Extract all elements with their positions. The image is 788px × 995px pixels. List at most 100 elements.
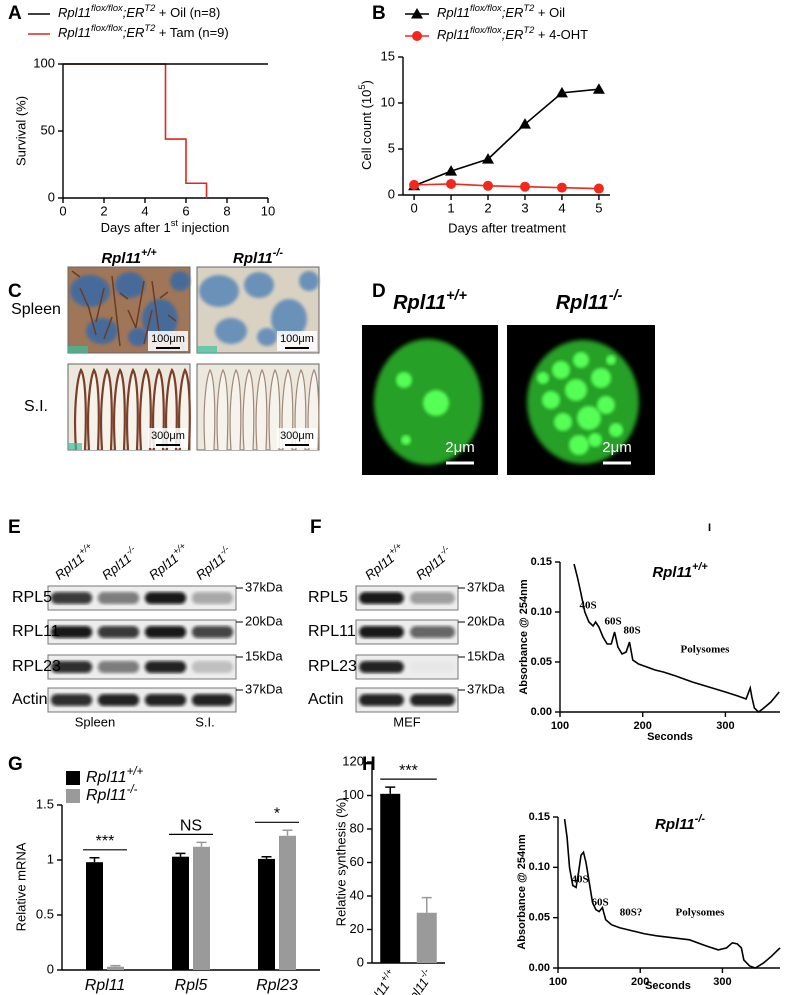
nucleolus <box>573 352 589 368</box>
text-part: Rpl11 <box>101 250 141 267</box>
blot-strip <box>355 654 459 680</box>
legend-marker <box>412 31 422 41</box>
band <box>191 694 234 706</box>
chart: Rpl11-/- 0.00 0.05 0.10 0.15 100 200 300 Absorba… <box>516 811 781 992</box>
y-tick-label: 0 <box>388 186 395 201</box>
chart: A 0 50 100 0 2 4 6 8 10 Survival (%) Days after 1st… <box>8 3 275 235</box>
superscript: flox/flox <box>470 25 502 35</box>
lane-label: Rpl11-/- <box>98 544 141 583</box>
band <box>191 661 234 673</box>
band <box>359 694 404 706</box>
annotation: 60S <box>604 616 621 628</box>
villus <box>255 368 268 451</box>
text-part: Rpl11 <box>86 769 127 786</box>
x-tick-label: 0 <box>410 200 417 215</box>
superscript: T2 <box>144 23 156 33</box>
superscript: +/+ <box>141 247 157 259</box>
x-tick-label: 200 <box>631 976 649 988</box>
x-tick-label: Rpl11 <box>85 977 126 994</box>
marker <box>593 183 604 194</box>
text-part: + Oil (n=8) <box>155 5 220 20</box>
text-part: ;ER <box>123 5 145 20</box>
scale-bar-label: 2μm <box>445 439 474 456</box>
band <box>144 626 187 638</box>
y-tick-label: 0.5 <box>36 906 54 921</box>
text-part: Rpl11 <box>655 816 695 833</box>
band <box>410 626 455 638</box>
panel-label: H <box>362 754 376 775</box>
text-part: Rpl11 <box>652 564 692 581</box>
size-marker: 37kDa <box>467 579 505 594</box>
protein-label: Actin <box>12 691 48 708</box>
nucleolus <box>554 413 572 431</box>
annotation: 80S <box>623 625 640 637</box>
bar <box>380 793 401 963</box>
follicle <box>271 299 307 339</box>
y-tick-label: 0.00 <box>529 962 550 974</box>
lane-label: Rpl11-/- <box>412 544 455 583</box>
text-part: ;ER <box>502 5 524 20</box>
scale-bar-label: 100μm <box>280 333 314 345</box>
nucleolus <box>577 406 601 430</box>
fluorescence-image <box>507 325 655 475</box>
nucleolus <box>565 379 587 401</box>
stroma <box>159 291 169 299</box>
stain-edge <box>197 346 217 353</box>
villus <box>216 368 229 451</box>
fluorescence-image <box>362 325 498 475</box>
x-tick-label: 100 <box>549 976 567 988</box>
y-tick-label: 0.10 <box>529 861 550 873</box>
error-bar <box>110 964 121 967</box>
y-tick-label: 120 <box>342 753 364 768</box>
band <box>97 694 140 706</box>
x-tick-label: Rpl23 <box>256 977 298 994</box>
annotation: Polysomes <box>681 644 731 656</box>
villus <box>242 368 255 451</box>
superscript: T2 <box>144 3 156 13</box>
column-header: Rpl11+/+ <box>101 247 157 267</box>
lane-label: Rpl11+/+ <box>145 541 193 583</box>
villus <box>86 367 100 451</box>
y-axis-title: Absorbance @ 254nm <box>518 579 530 694</box>
legend-label: Rpl11flox/flox;ERT2 + Oil (n=8) <box>58 3 220 20</box>
stroma <box>95 287 105 323</box>
protein-label: RPL5 <box>308 589 348 606</box>
nucleolus <box>401 435 411 445</box>
error-bar <box>421 896 432 913</box>
column-header: Rpl11+/+ <box>393 288 467 314</box>
x-tick-label: 1 <box>447 200 454 215</box>
nucleolus <box>588 433 602 447</box>
x-tick-label: 0 <box>59 203 66 218</box>
y-axis-title: Cell count (105) <box>357 80 374 170</box>
follicle <box>257 328 277 346</box>
membrane <box>355 654 459 680</box>
text-part: Rpl11 <box>393 292 446 314</box>
error-bar <box>175 852 186 857</box>
x-tick-label: 3 <box>521 200 528 215</box>
size-marker: 20kDa <box>467 613 505 628</box>
superscript: -/- <box>695 813 706 825</box>
superscript: +/+ <box>446 288 467 304</box>
follicle <box>299 271 319 291</box>
panel-label: B <box>372 3 386 24</box>
marker <box>446 178 457 189</box>
marker <box>409 179 420 190</box>
nucleolus <box>591 368 611 388</box>
chart-title: Rpl11-/- <box>655 813 705 833</box>
blot-strip <box>355 585 459 611</box>
data-line <box>414 183 599 190</box>
text-part: + Tam (n=9) <box>155 25 228 40</box>
blot-strip <box>47 585 237 611</box>
stain-edge <box>68 443 82 450</box>
superscript: flox/flox <box>470 3 502 13</box>
text-part: + Oil <box>534 5 565 20</box>
micrograph <box>196 266 320 354</box>
y-tick-label: 0.15 <box>529 811 550 823</box>
villus <box>73 367 87 451</box>
x-tick-label: 300 <box>713 976 731 988</box>
x-tick-label: 4 <box>141 203 148 218</box>
text-part: Rpl11 <box>437 5 470 20</box>
annotation: 60S <box>591 897 608 909</box>
y-tick-label: 0 <box>48 189 55 204</box>
band <box>97 592 140 604</box>
